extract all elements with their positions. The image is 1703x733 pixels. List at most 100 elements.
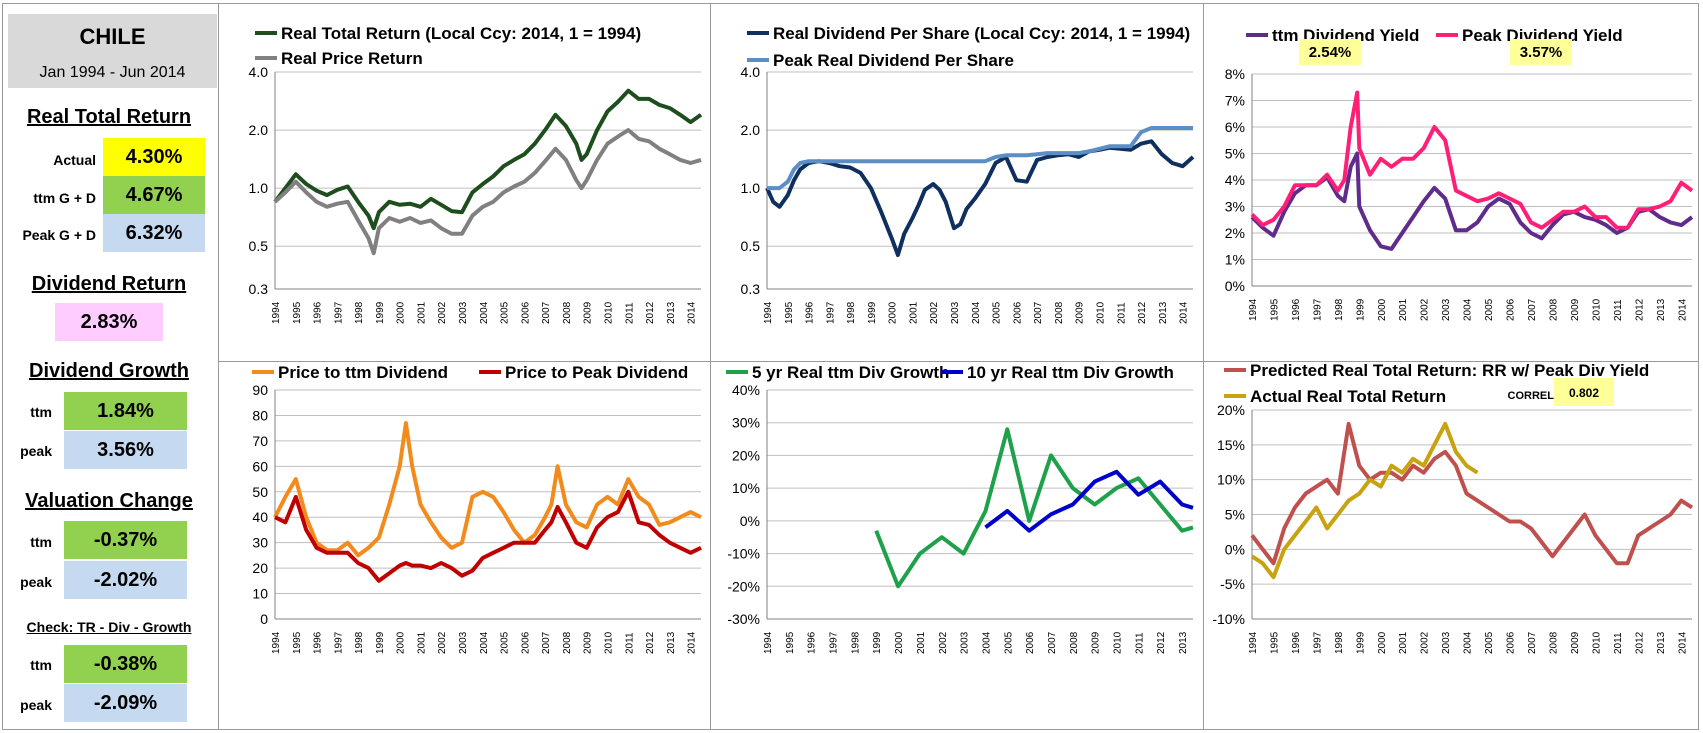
legend-label: Peak Real Dividend Per Share bbox=[773, 51, 1014, 70]
x-tick-label: 2009 bbox=[1075, 301, 1086, 324]
x-tick-label: 2008 bbox=[562, 631, 573, 654]
y-tick-label: 10% bbox=[732, 480, 760, 496]
legend-label: Price to Peak Dividend bbox=[505, 363, 688, 382]
x-tick-label: 1997 bbox=[333, 631, 344, 654]
x-tick-label: 1995 bbox=[292, 301, 303, 324]
y-tick-label: 2.0 bbox=[741, 122, 761, 138]
divider bbox=[218, 361, 1699, 362]
correl-box bbox=[1554, 378, 1614, 406]
x-tick-label: 2009 bbox=[1091, 631, 1102, 654]
x-tick-label: 2014 bbox=[1677, 631, 1688, 654]
series-line-1 bbox=[273, 128, 702, 256]
x-tick-label: 1998 bbox=[354, 631, 365, 654]
x-tick-label: 1995 bbox=[292, 631, 303, 654]
annotation-value: 3.57% bbox=[1520, 44, 1563, 61]
x-tick-label: 2007 bbox=[1527, 298, 1538, 321]
x-tick-label: 2005 bbox=[1484, 631, 1495, 654]
x-tick-label: 2005 bbox=[992, 301, 1003, 324]
x-tick-label: 2006 bbox=[1012, 301, 1023, 324]
x-tick-label: 1999 bbox=[872, 631, 883, 654]
x-tick-label: 2011 bbox=[1613, 299, 1624, 321]
x-tick-label: 2010 bbox=[1591, 631, 1602, 654]
y-tick-label: 0% bbox=[1225, 541, 1245, 557]
x-tick-label: 2008 bbox=[562, 301, 573, 324]
y-tick-label: 3% bbox=[1225, 199, 1245, 215]
y-tick-label: 80 bbox=[252, 407, 268, 423]
dividend-return-value: 2.83% bbox=[55, 303, 163, 341]
y-tick-label: 50 bbox=[252, 484, 268, 500]
y-tick-label: -10% bbox=[1212, 611, 1245, 627]
y-tick-label: 4.0 bbox=[249, 64, 269, 80]
y-tick-label: 0% bbox=[740, 513, 760, 529]
x-tick-label: 2001 bbox=[416, 301, 427, 324]
series-line-0 bbox=[1250, 421, 1694, 566]
x-tick-label: 2010 bbox=[603, 631, 614, 654]
x-tick-label: 1999 bbox=[1355, 631, 1366, 654]
y-tick-label: 10% bbox=[1217, 472, 1245, 488]
x-tick-label: 1997 bbox=[333, 301, 344, 324]
summary-sidebar: CHILE Jan 1994 - Jun 2014 Real Total Ret… bbox=[0, 0, 218, 733]
x-tick-label: 2013 bbox=[666, 631, 677, 654]
x-tick-label: 2005 bbox=[500, 301, 511, 324]
country-name: CHILE bbox=[79, 24, 146, 49]
x-tick-label: 2004 bbox=[981, 631, 992, 654]
x-tick-label: 1994 bbox=[1248, 298, 1259, 321]
x-tick-label: 1996 bbox=[1291, 631, 1302, 654]
x-tick-label: 2007 bbox=[1033, 301, 1044, 324]
x-tick-label: 1994 bbox=[271, 631, 282, 654]
annotation-value: 2.54% bbox=[1309, 44, 1352, 61]
check-peak-value: -2.09% bbox=[64, 684, 187, 722]
y-tick-label: 0.5 bbox=[249, 238, 269, 254]
y-tick-label: 0% bbox=[1225, 278, 1245, 294]
x-tick-label: 2011 bbox=[624, 302, 635, 324]
y-tick-label: 30% bbox=[732, 415, 760, 431]
growth-ttm-label: ttm bbox=[30, 404, 52, 420]
ttm-gd-label: ttm G + D bbox=[33, 190, 96, 206]
y-tick-label: 40 bbox=[252, 509, 268, 525]
x-tick-label: 2006 bbox=[1506, 298, 1517, 321]
x-tick-label: 2008 bbox=[1069, 631, 1080, 654]
x-tick-label: 2008 bbox=[1548, 631, 1559, 654]
y-tick-label: -30% bbox=[727, 611, 760, 627]
growth-peak-label: peak bbox=[20, 443, 52, 459]
actual-label: Actual bbox=[53, 152, 96, 168]
legend-label: Real Dividend Per Share (Local Ccy: 2014… bbox=[773, 24, 1190, 43]
x-tick-label: 2012 bbox=[1137, 301, 1148, 324]
check-peak-label: peak bbox=[20, 697, 52, 713]
x-tick-label: 2003 bbox=[1441, 631, 1452, 654]
x-tick-label: 2001 bbox=[916, 631, 927, 654]
x-tick-label: 2004 bbox=[1463, 631, 1474, 654]
x-tick-label: 2000 bbox=[396, 631, 407, 654]
x-tick-label: 2014 bbox=[1179, 301, 1190, 324]
correl-label: CORREL bbox=[1508, 390, 1555, 402]
ttm-gd-value: 4.67% bbox=[103, 176, 205, 214]
x-tick-label: 2002 bbox=[938, 631, 949, 654]
x-tick-label: 1998 bbox=[846, 301, 857, 324]
x-tick-label: 2011 bbox=[1134, 632, 1145, 654]
x-tick-label: 2007 bbox=[1527, 631, 1538, 654]
x-tick-label: 2011 bbox=[624, 632, 635, 654]
peak-gd-value: 6.32% bbox=[103, 214, 205, 252]
x-tick-label: 2013 bbox=[1656, 631, 1667, 654]
y-tick-label: 1.0 bbox=[741, 180, 761, 196]
annotation-box bbox=[1510, 39, 1572, 65]
y-tick-label: 15% bbox=[1217, 437, 1245, 453]
valuation-ttm-label: ttm bbox=[30, 534, 52, 550]
y-tick-label: 8% bbox=[1225, 66, 1245, 82]
series-line-1 bbox=[1250, 421, 1479, 580]
y-tick-label: 2.0 bbox=[249, 122, 269, 138]
legend-label: Price to ttm Dividend bbox=[278, 363, 448, 382]
x-tick-label: 2013 bbox=[1656, 298, 1667, 321]
x-tick-label: 2002 bbox=[437, 631, 448, 654]
x-tick-label: 1997 bbox=[825, 301, 836, 324]
y-tick-label: 30 bbox=[252, 535, 268, 551]
x-tick-label: 2004 bbox=[971, 301, 982, 324]
x-tick-label: 2003 bbox=[1441, 298, 1452, 321]
x-tick-label: 1996 bbox=[313, 631, 324, 654]
series-line-1 bbox=[767, 126, 1193, 191]
legend-label: Real Price Return bbox=[281, 49, 423, 68]
legend-label: 10 yr Real ttm Div Growth bbox=[967, 363, 1174, 382]
y-tick-label: 20% bbox=[1217, 402, 1245, 418]
x-tick-label: 2006 bbox=[1025, 631, 1036, 654]
x-tick-label: 2001 bbox=[1398, 298, 1409, 321]
